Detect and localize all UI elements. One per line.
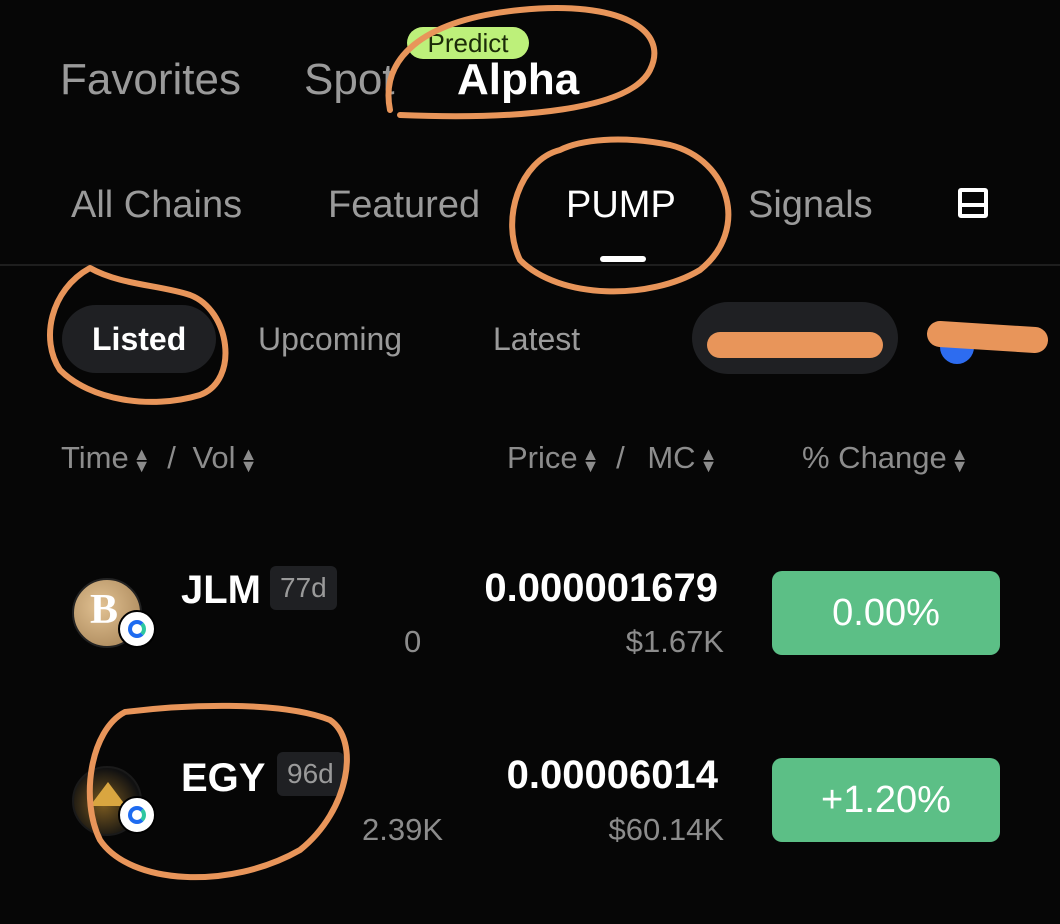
token-volume: 2.39K (362, 812, 444, 847)
col-vol[interactable]: Vol (192, 440, 236, 475)
col-sep: / (167, 440, 176, 475)
token-age-badge: 96d (277, 752, 344, 796)
annotation-circle (47, 265, 229, 405)
column-price-mc[interactable]: Price ▲ ▼ / MC ▲ ▼ (507, 440, 717, 476)
tab-all-chains[interactable]: All Chains (71, 184, 243, 226)
change-button[interactable]: 0.00% (772, 571, 1000, 655)
column-change[interactable]: % Change ▲ ▼ (802, 440, 969, 476)
token-age-badge: 77d (270, 566, 337, 610)
sort-icon[interactable]: ▲ ▼ (950, 443, 969, 476)
tab-featured[interactable]: Featured (328, 184, 481, 226)
annotation-scribble (927, 321, 1048, 353)
filter-upcoming[interactable]: Upcoming (258, 321, 403, 357)
annotation-circle (385, 5, 658, 120)
col-change[interactable]: % Change (802, 440, 947, 475)
col-sep: / (616, 440, 625, 475)
sort-icon[interactable]: ▲ ▼ (581, 443, 600, 476)
col-price[interactable]: Price (507, 440, 578, 475)
token-market-cap: $1.67K (625, 624, 724, 659)
tab-signals[interactable]: Signals (748, 184, 873, 226)
active-tab-indicator (600, 256, 646, 262)
column-time-vol[interactable]: Time ▲ ▼ / Vol ▲ ▼ (61, 440, 257, 476)
tab-pump[interactable]: PUMP (566, 184, 676, 226)
token-symbol: EGY (181, 756, 266, 800)
filter-latest[interactable]: Latest (493, 321, 581, 357)
tab-favorites[interactable]: Favorites (60, 55, 241, 104)
tab-alpha[interactable]: Alpha (457, 55, 580, 104)
sort-icon[interactable]: ▲ ▼ (699, 443, 718, 476)
token-symbol: JLM (181, 568, 261, 612)
token-market-cap: $60.14K (608, 812, 725, 847)
chain-badge-icon (118, 796, 156, 834)
token-price: 0.00006014 (506, 753, 718, 797)
annotation-circle (509, 136, 732, 295)
token-volume: 0 (404, 624, 422, 659)
annotation-circle (86, 702, 350, 881)
sort-icon[interactable]: ▲ ▼ (239, 443, 258, 476)
tab-spot[interactable]: Spot (304, 55, 395, 104)
col-mc[interactable]: MC (647, 440, 696, 475)
chain-badge-icon (118, 610, 156, 648)
token-price: 0.000001679 (484, 566, 718, 610)
col-time[interactable]: Time (61, 440, 129, 475)
filter-listed[interactable]: Listed (62, 305, 217, 373)
change-button[interactable]: +1.20% (772, 758, 1000, 842)
sort-icon[interactable]: ▲ ▼ (132, 443, 151, 476)
predict-badge: Predict (407, 27, 529, 59)
layout-toggle-icon[interactable] (958, 188, 988, 218)
